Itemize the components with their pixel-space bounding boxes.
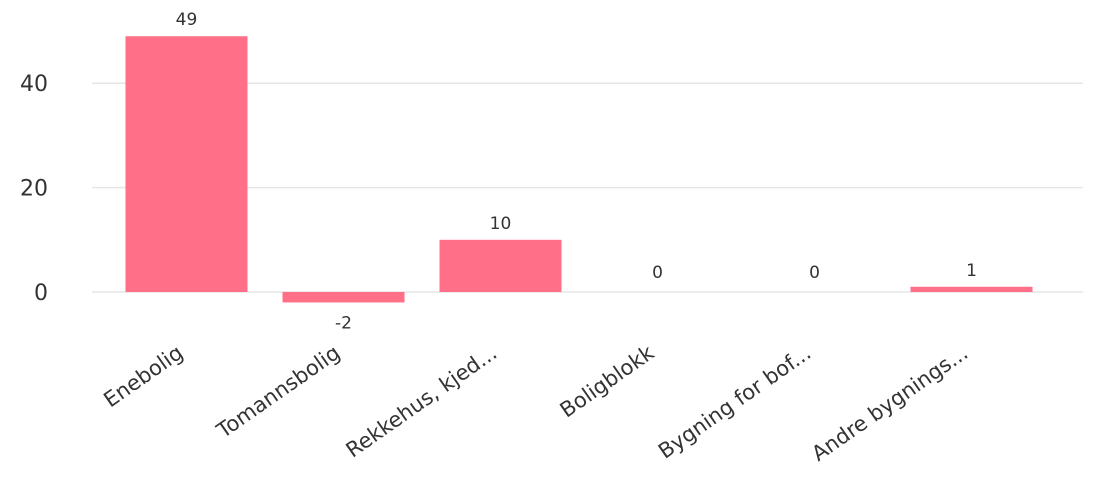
bar [125, 36, 248, 292]
data-label: 0 [652, 263, 663, 283]
x-tick-label: Boligblokk [556, 340, 659, 422]
bars [125, 36, 1033, 303]
data-label: 49 [176, 10, 198, 30]
x-tick-label: Andre bygnings... [807, 340, 972, 466]
y-tick-label: 20 [20, 177, 48, 202]
bar [439, 239, 562, 292]
y-tick-label: 40 [20, 72, 48, 97]
data-label: 10 [490, 214, 512, 234]
bar [910, 286, 1033, 292]
y-tick-label: 0 [34, 281, 48, 306]
x-tick-label: Enebolig [99, 340, 187, 412]
data-label: 1 [966, 261, 977, 281]
data-label: 0 [809, 263, 820, 283]
bar [282, 292, 405, 303]
x-tick-label: Rekkehus, kjed... [342, 340, 502, 462]
x-tick-label: Tomannsbolig [212, 340, 345, 443]
y-axis-ticks: 0 20 40 [20, 72, 48, 306]
data-label: -2 [335, 313, 352, 333]
data-labels: 49 -2 10 0 0 1 [176, 10, 977, 333]
x-tick-label: Bygning for bof... [654, 340, 815, 463]
